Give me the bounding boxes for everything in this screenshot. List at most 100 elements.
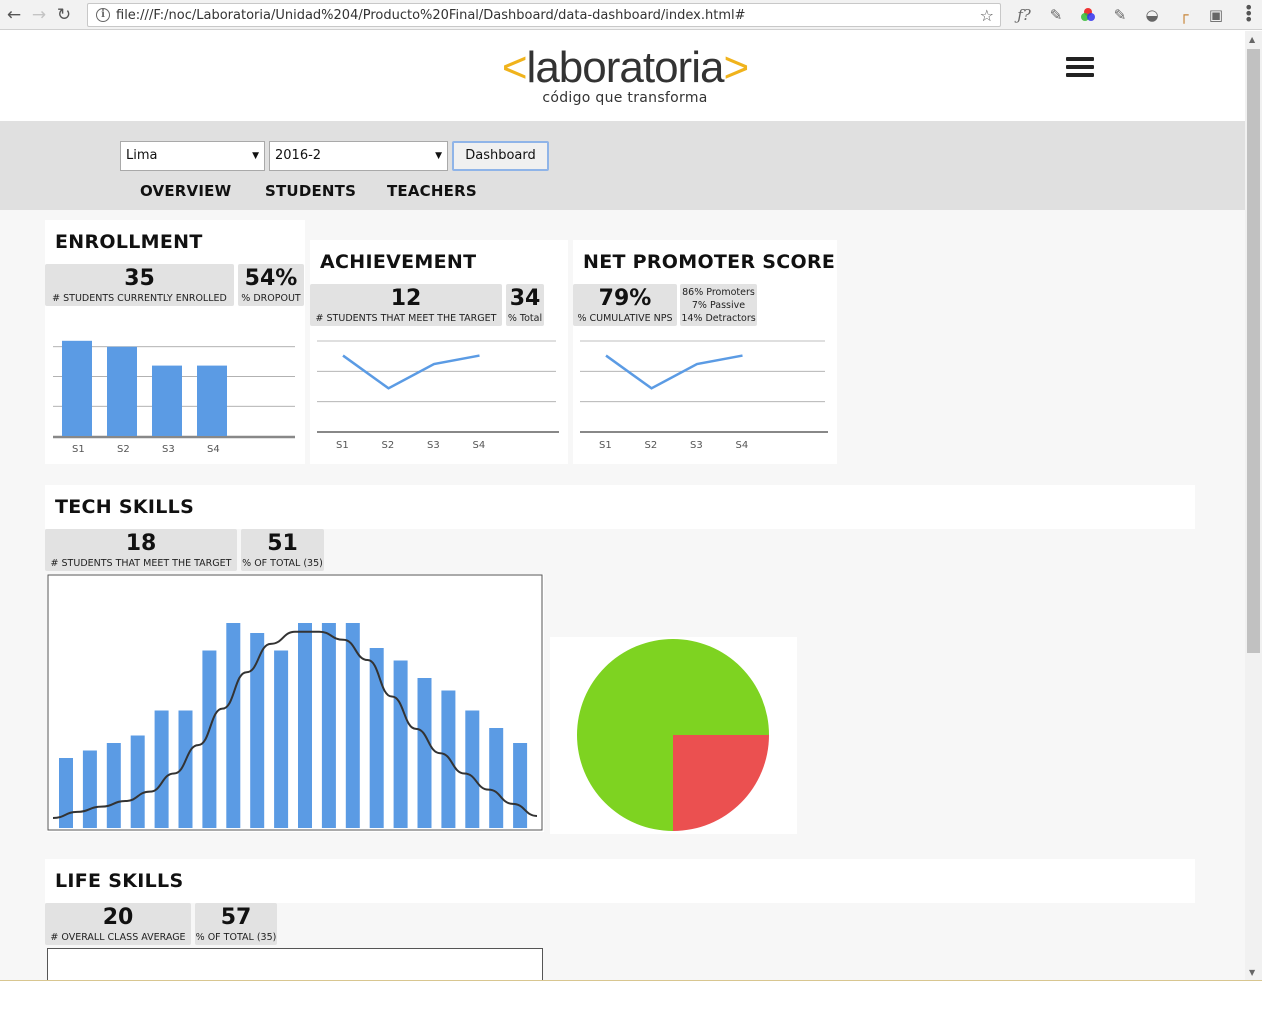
bar-s1 bbox=[62, 340, 92, 436]
tick-label-s4: S4 bbox=[207, 444, 220, 455]
browser-menu-icon[interactable]: • • • bbox=[1244, 0, 1254, 29]
nps-stat: 79% % CUMULATIVE NPS bbox=[573, 284, 677, 326]
histogram-bar bbox=[226, 623, 241, 828]
section-title: TECH SKILLS bbox=[55, 496, 195, 518]
life-total-stat: 57 % OF TOTAL (35) bbox=[195, 903, 277, 945]
campus-select-value: Lima bbox=[126, 148, 158, 163]
tick-label-s1: S1 bbox=[336, 440, 349, 451]
stat-value: 51 bbox=[267, 531, 298, 556]
browser-toolbar: ← → ↻ i file:///F:/noc/Laboratoria/Unida… bbox=[0, 0, 1262, 30]
tick-label-s1: S1 bbox=[599, 440, 612, 451]
nps-breakdown: 86% Promoters 7% Passive 14% Detractors bbox=[680, 284, 757, 326]
nps-line-chart: S1 S2 S3 S4 bbox=[580, 340, 828, 451]
total-stat: 34 % Total bbox=[506, 284, 544, 326]
histogram-bar bbox=[465, 710, 480, 828]
stat-value: 20 bbox=[102, 905, 134, 930]
extension-icon[interactable]: ◒ bbox=[1145, 6, 1159, 24]
info-icon[interactable]: i bbox=[96, 8, 110, 22]
life-skills-chart bbox=[47, 948, 543, 980]
tick-label-s2: S2 bbox=[645, 440, 658, 451]
filter-bar: Lima ▼ 2016-2 ▼ Dashboard OVERVIEW STUDE… bbox=[0, 121, 1245, 210]
histogram-bar bbox=[59, 758, 73, 828]
chart-frame bbox=[47, 574, 543, 831]
histogram-bar bbox=[82, 750, 97, 828]
laboratoria-logo[interactable]: <laboratoria> código que transforma bbox=[490, 43, 760, 106]
distribution-curve bbox=[52, 630, 538, 819]
enrollment-bar-chart: S1 S2 S3 S4 bbox=[53, 340, 295, 455]
histogram-bar bbox=[298, 623, 312, 828]
font-icon[interactable]: ƒ? bbox=[1017, 6, 1031, 24]
tick-label-s3: S3 bbox=[690, 440, 703, 451]
window-bottom-area bbox=[0, 980, 1262, 1033]
stat-value: 35 bbox=[124, 266, 155, 291]
histogram-bar bbox=[154, 710, 169, 828]
promoters-text: 86% Promoters bbox=[682, 287, 755, 298]
extension-icons: ƒ? ✎ ✎ ◒ ┌ ▣ bbox=[1008, 4, 1232, 26]
forward-icon[interactable]: → bbox=[31, 4, 47, 25]
vertical-scrollbar[interactable]: ▲ ▼ bbox=[1245, 31, 1262, 980]
tick-label-s3: S3 bbox=[162, 444, 175, 455]
histogram-bar bbox=[417, 678, 432, 828]
enrolled-stat: 35 # STUDENTS CURRENTLY ENROLLED bbox=[45, 264, 234, 306]
tech-skills-histogram bbox=[47, 574, 544, 832]
stat-label: % Total bbox=[507, 313, 543, 324]
passive-text: 7% Passive bbox=[691, 300, 746, 311]
histogram-bar bbox=[106, 743, 121, 828]
hamburger-menu-icon[interactable] bbox=[1066, 57, 1094, 85]
scrollbar-thumb[interactable] bbox=[1247, 49, 1260, 653]
logo-text: laboratoria bbox=[526, 43, 725, 92]
histogram-bar bbox=[393, 660, 408, 828]
color-wheel-icon[interactable] bbox=[1072, 4, 1104, 26]
logo-bracket-right: > bbox=[723, 43, 749, 92]
back-icon[interactable]: ← bbox=[6, 4, 22, 25]
bar-s3 bbox=[152, 365, 182, 436]
bookmark-star-icon[interactable]: ☆ bbox=[979, 6, 994, 25]
stat-value: 34 bbox=[509, 286, 541, 311]
stat-label: # STUDENTS THAT MEET THE TARGET bbox=[315, 313, 497, 324]
histogram-bar bbox=[250, 633, 265, 828]
campus-select[interactable]: Lima ▼ bbox=[120, 141, 265, 171]
bar-s4 bbox=[197, 365, 227, 436]
scroll-down-icon[interactable]: ▼ bbox=[1249, 968, 1256, 977]
logo-bracket-left: < bbox=[501, 43, 528, 92]
tick-label-s4: S4 bbox=[736, 440, 749, 451]
tech-skills-pie-chart bbox=[550, 637, 797, 834]
target-stat: 12 # STUDENTS THAT MEET THE TARGET bbox=[310, 284, 502, 326]
enrollment-card: ENROLLMENT 35 # STUDENTS CURRENTLY ENROL… bbox=[45, 220, 305, 464]
tab-students[interactable]: STUDENTS bbox=[265, 182, 357, 200]
stat-label: # OVERALL CLASS AVERAGE bbox=[50, 932, 186, 943]
tick-label-s4: S4 bbox=[473, 440, 486, 451]
tab-overview[interactable]: OVERVIEW bbox=[140, 182, 232, 200]
histogram-bar bbox=[130, 735, 145, 828]
dashboard-button[interactable]: Dashboard bbox=[452, 141, 549, 171]
scroll-up-icon[interactable]: ▲ bbox=[1249, 35, 1256, 44]
nps-card: NET PROMOTER SCORE 79% % CUMULATIVE NPS … bbox=[573, 240, 837, 464]
tech-skills-header: TECH SKILLS bbox=[45, 485, 1195, 529]
tick-label-s2: S2 bbox=[382, 440, 395, 451]
stat-label: # STUDENTS CURRENTLY ENROLLED bbox=[52, 293, 227, 304]
card-title: ENROLLMENT bbox=[55, 231, 203, 253]
bar-s2 bbox=[107, 346, 137, 436]
life-skills-header: LIFE SKILLS bbox=[45, 859, 1195, 903]
camera-icon[interactable]: ▣ bbox=[1208, 6, 1224, 24]
tick-label-s2: S2 bbox=[117, 444, 130, 455]
tab-teachers[interactable]: TEACHERS bbox=[387, 182, 477, 200]
logo-tagline: código que transforma bbox=[542, 90, 708, 106]
chevron-down-icon: ▼ bbox=[252, 151, 259, 161]
series-line bbox=[342, 354, 480, 390]
eyedropper-icon[interactable]: ✎ bbox=[1049, 6, 1063, 24]
achievement-line-chart: S1 S2 S3 S4 bbox=[317, 340, 559, 451]
stat-label: # STUDENTS THAT MEET THE TARGET bbox=[50, 558, 232, 569]
histogram-bar bbox=[369, 648, 384, 828]
stat-value: 18 bbox=[125, 531, 157, 556]
histogram-bar bbox=[321, 623, 336, 828]
address-bar[interactable]: i file:///F:/noc/Laboratoria/Unidad%204/… bbox=[87, 3, 1001, 27]
ruler-icon[interactable]: ┌ bbox=[1179, 6, 1189, 24]
color-picker-icon[interactable]: ✎ bbox=[1113, 6, 1127, 24]
reload-icon[interactable]: ↻ bbox=[56, 4, 72, 25]
site-header: <laboratoria> código que transforma bbox=[0, 31, 1245, 121]
histogram-bar bbox=[441, 690, 456, 828]
stat-value: 79% bbox=[598, 286, 652, 311]
detractors-text: 14% Detractors bbox=[681, 313, 756, 324]
generation-select[interactable]: 2016-2 ▼ bbox=[269, 141, 448, 171]
